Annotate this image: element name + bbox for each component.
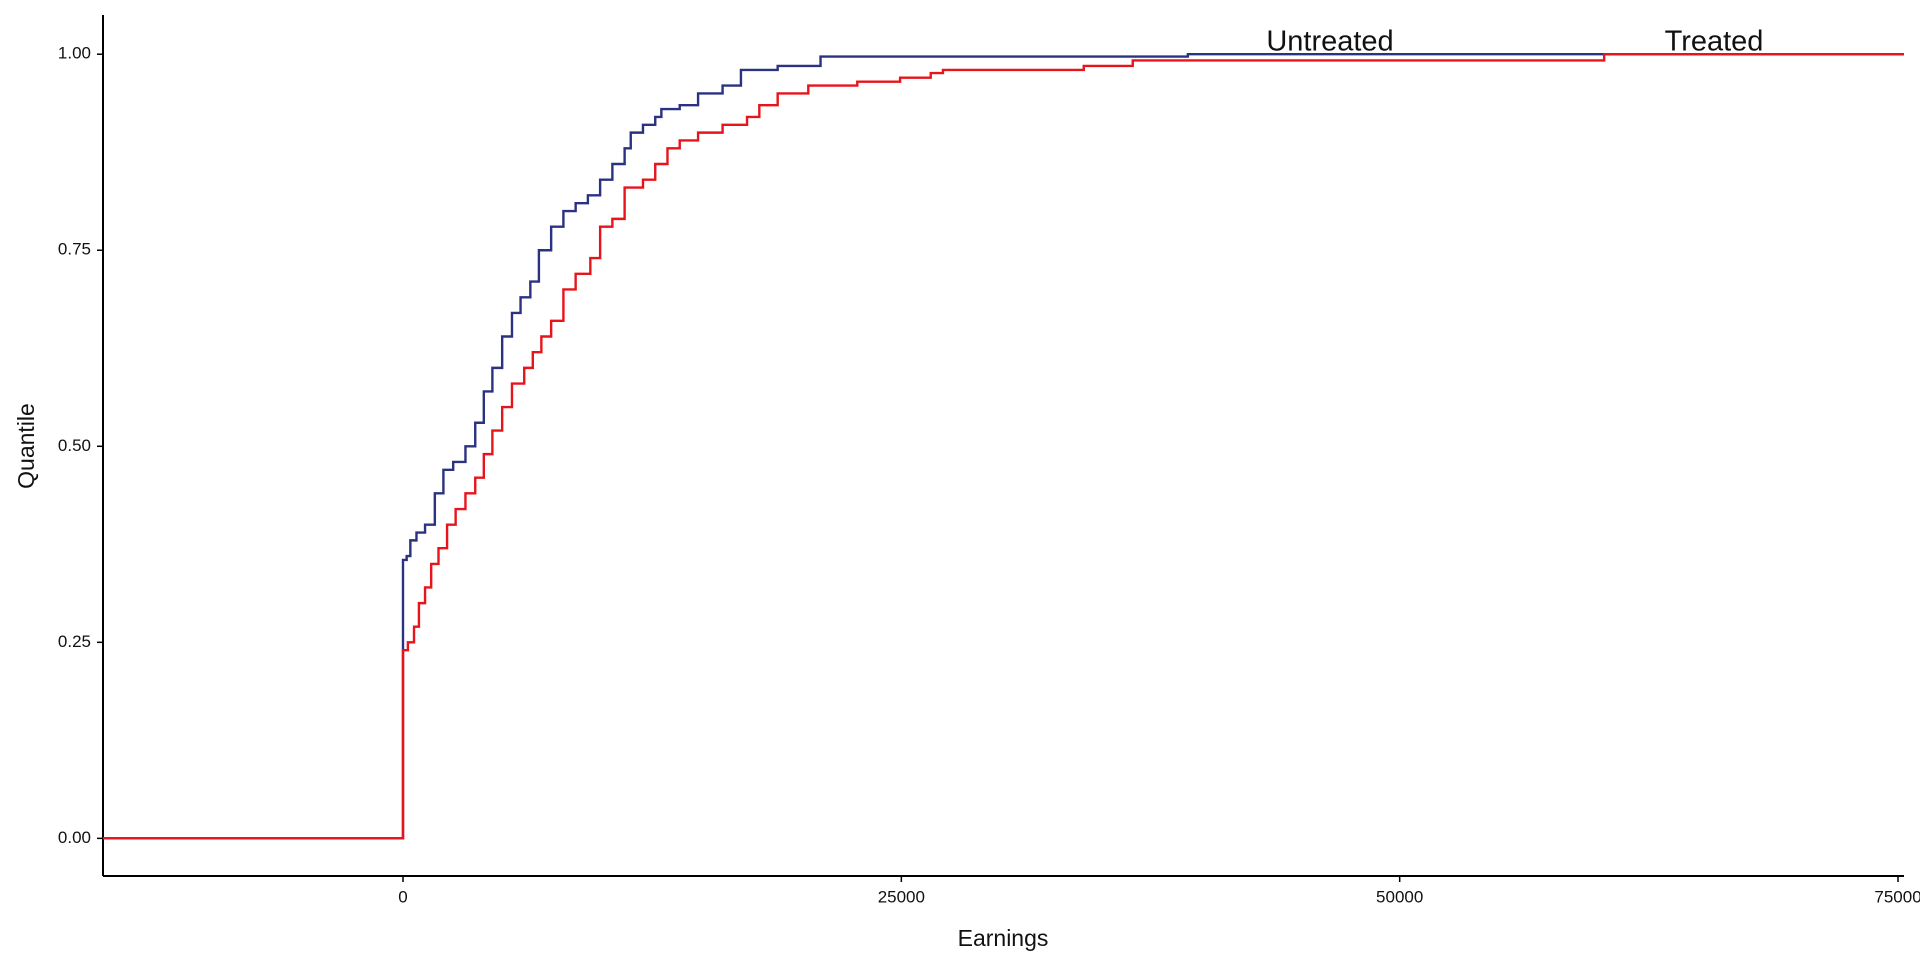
x-axis-title: Earnings	[958, 925, 1049, 951]
x-tick-label: 75000	[1874, 887, 1920, 906]
x-tick-label: 25000	[878, 887, 925, 906]
y-axis-title: Quantile	[13, 403, 39, 489]
y-tick-label: 0.75	[58, 240, 91, 259]
ecdf-line	[103, 53, 1904, 840]
x-tick-label: 50000	[1376, 887, 1423, 906]
ecdf-line	[103, 53, 1904, 840]
y-tick-label: 0.50	[58, 436, 91, 455]
x-tick-label: 0	[398, 887, 407, 906]
series-label: Treated	[1665, 26, 1764, 58]
y-tick-label: 1.00	[58, 44, 91, 63]
series-label: Untreated	[1266, 26, 1393, 58]
y-tick-label: 0.25	[58, 632, 91, 651]
y-tick-label: 0.00	[58, 828, 91, 847]
